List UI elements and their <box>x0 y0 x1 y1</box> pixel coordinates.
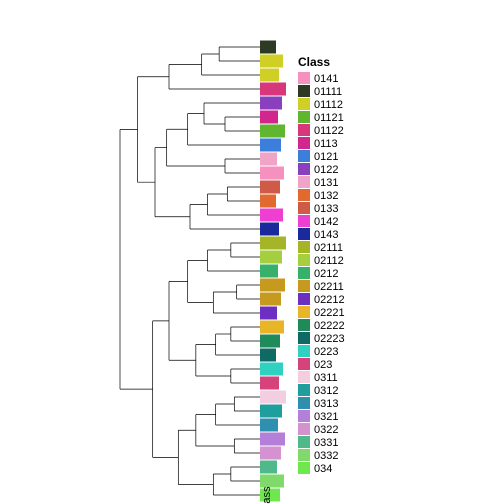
legend-label: 02212 <box>314 294 345 306</box>
legend-swatch <box>298 98 310 110</box>
legend-swatch <box>298 228 310 240</box>
legend-label: 02222 <box>314 320 345 332</box>
legend-label: 0312 <box>314 385 338 397</box>
leaf-tile <box>260 279 285 292</box>
leaf-tile <box>260 433 285 446</box>
leaf-tile <box>260 447 281 460</box>
leaf-tile <box>260 391 286 404</box>
legend-swatch <box>298 267 310 279</box>
leaf-tile <box>260 293 281 306</box>
legend-swatch <box>298 384 310 396</box>
legend-swatch <box>298 163 310 175</box>
legend-swatch <box>298 111 310 123</box>
legend-swatch <box>298 410 310 422</box>
leaf-tile <box>260 405 282 418</box>
legend-swatch <box>298 254 310 266</box>
legend-label: 0212 <box>314 268 338 280</box>
leaf-tile <box>260 349 276 362</box>
leaf-tile <box>260 209 283 222</box>
legend-swatch <box>298 176 310 188</box>
leaf-tile <box>260 167 284 180</box>
legend-swatch <box>298 150 310 162</box>
legend-label: 0121 <box>314 151 338 163</box>
legend-swatch <box>298 306 310 318</box>
leaf-tile <box>260 265 278 278</box>
leaf-tile <box>260 83 286 96</box>
legend-label: 01122 <box>314 125 344 137</box>
legend-swatch <box>298 202 310 214</box>
legend-swatch <box>298 137 310 149</box>
legend-swatch <box>298 189 310 201</box>
leaf-tile <box>260 153 277 166</box>
legend-label: 0132 <box>314 190 338 202</box>
legend-label: 01112 <box>314 99 343 111</box>
legend-label: 0331 <box>314 437 338 449</box>
legend-swatch <box>298 85 310 97</box>
legend-swatch <box>298 124 310 136</box>
leaf-tile <box>260 55 283 68</box>
legend-label: 02112 <box>314 255 344 267</box>
leaf-tile <box>260 461 277 474</box>
legend-swatch <box>298 215 310 227</box>
legend-label: 0131 <box>314 177 338 189</box>
legend-label: 02111 <box>314 242 343 254</box>
legend-label: 034 <box>314 463 332 475</box>
legend-swatch <box>298 358 310 370</box>
x-axis-label: Class <box>261 486 273 504</box>
legend-label: 0142 <box>314 216 338 228</box>
leaf-tile <box>260 363 283 376</box>
leaf-tile <box>260 307 277 320</box>
leaf-tile <box>260 377 279 390</box>
leaf-tile <box>260 419 278 432</box>
legend-swatch <box>298 423 310 435</box>
legend-swatch <box>298 241 310 253</box>
leaf-tile <box>260 139 281 152</box>
leaf-tile <box>260 251 282 264</box>
legend-label: 02211 <box>314 281 344 293</box>
legend-swatch <box>298 319 310 331</box>
legend-swatch <box>298 462 310 474</box>
legend-label: 01121 <box>314 112 344 124</box>
leaf-tile <box>260 223 279 236</box>
legend-swatch <box>298 397 310 409</box>
dendrogram-plot: ClassClass014101111011120112101122011301… <box>0 0 504 504</box>
leaf-tile <box>260 69 279 82</box>
legend-label: 0313 <box>314 398 338 410</box>
legend-label: 02221 <box>314 307 345 319</box>
legend-label: 0141 <box>314 73 338 85</box>
legend-swatch <box>298 371 310 383</box>
leaf-tile <box>260 237 286 250</box>
leaf-tile <box>260 97 282 110</box>
leaf-tile <box>260 195 276 208</box>
legend-label: 0332 <box>314 450 338 462</box>
legend-label: 0321 <box>314 411 338 423</box>
legend-swatch <box>298 332 310 344</box>
legend-label: 0133 <box>314 203 338 215</box>
legend-swatch <box>298 436 310 448</box>
legend-swatch <box>298 449 310 461</box>
legend-label: 0322 <box>314 424 338 436</box>
leaf-tile <box>260 335 280 348</box>
legend-label: 0223 <box>314 346 338 358</box>
leaf-tile <box>260 41 276 54</box>
legend-swatch <box>298 280 310 292</box>
leaf-tile <box>260 475 284 488</box>
legend-title: Class <box>298 55 330 69</box>
legend-label: 0122 <box>314 164 338 176</box>
leaf-tile <box>260 111 278 124</box>
legend-label: 01111 <box>314 86 342 98</box>
legend-label: 0311 <box>314 372 338 384</box>
legend-label: 02223 <box>314 333 345 345</box>
legend-swatch <box>298 345 310 357</box>
legend-label: 023 <box>314 359 332 371</box>
leaf-tile <box>260 125 285 138</box>
leaf-tile <box>260 321 284 334</box>
legend-label: 0113 <box>314 138 338 150</box>
legend-swatch <box>298 72 310 84</box>
legend-label: 0143 <box>314 229 338 241</box>
leaf-tile <box>260 181 280 194</box>
legend-swatch <box>298 293 310 305</box>
